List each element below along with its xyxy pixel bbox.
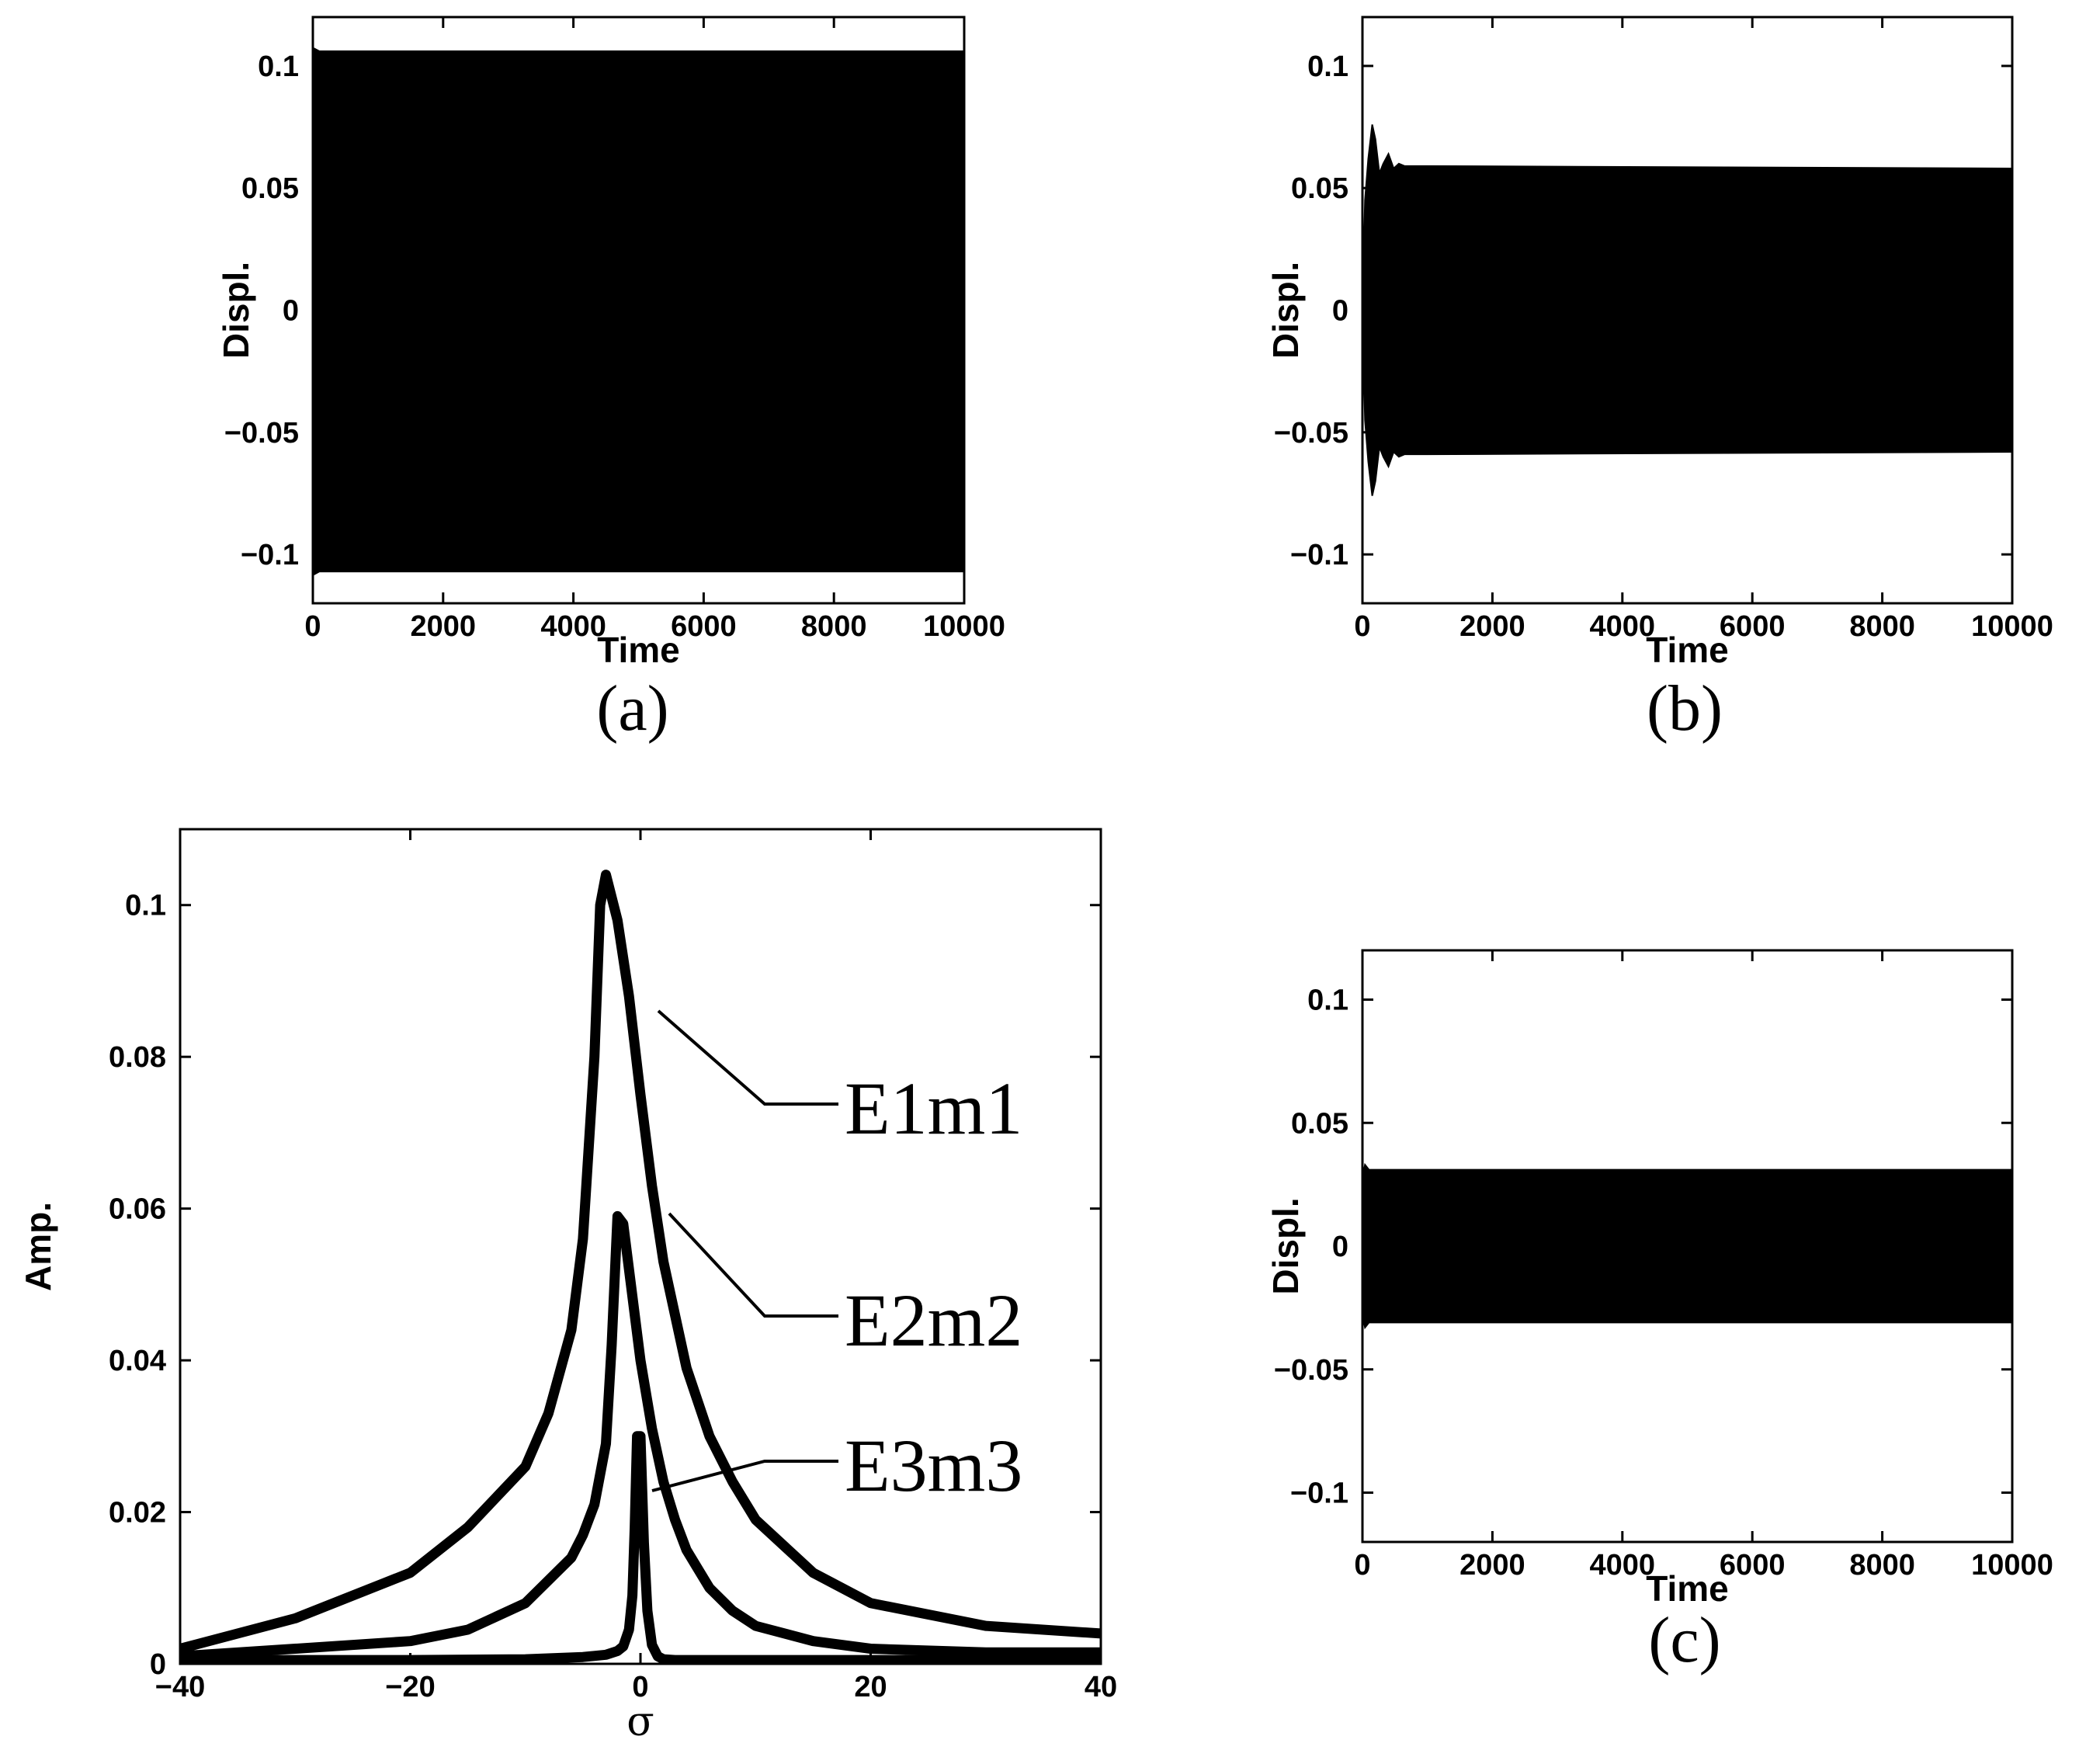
chart-panel-2: 0 2000 4000 6000 8000 10000 0.1 0.05 0 −0.05 −0.1 T… xyxy=(1265,16,2053,745)
annotation-leader-line xyxy=(668,1212,838,1318)
y-tick-label: 0.1 xyxy=(258,50,299,83)
y-axis-label: Displ. xyxy=(216,262,256,359)
displacement-band xyxy=(1362,124,2012,496)
y-tick-label: 0.1 xyxy=(1307,50,1348,83)
x-tick-label: 0 xyxy=(1354,610,1370,643)
y-tick-label: 0.05 xyxy=(241,172,299,205)
x-tick-label: 2000 xyxy=(411,610,477,643)
chart-panel-4: 0 2000 4000 6000 8000 10000 0.1 0.05 0 −0.05 −0.1 T… xyxy=(1265,949,2053,1676)
y-tick-label: 0.1 xyxy=(1307,984,1348,1017)
chart-panel-1: 0 2000 4000 6000 8000 10000 0.1 0.05 0 −0.05 −0.1 T… xyxy=(216,16,1005,745)
y-tick-label: 0 xyxy=(283,295,299,328)
y-tick-label: 0.1 xyxy=(125,890,166,922)
plot-data xyxy=(1362,124,2012,496)
y-tick-label: −0.05 xyxy=(1274,417,1348,450)
series-line-e3m3 xyxy=(180,1431,1101,1664)
x-tick-label: 40 xyxy=(1085,1671,1117,1703)
y-tick-label: 0.05 xyxy=(1291,172,1348,205)
series-label: E1m1 xyxy=(845,1067,1022,1150)
plot-data xyxy=(1362,1162,2012,1330)
y-tick-label: 0 xyxy=(150,1648,166,1681)
chart-panel-3: −40 −20 0 20 40 0 0.02 0.04 0.06 0.08 0.1 σ Amp. xyxy=(18,828,1117,1745)
x-axis-label: Time xyxy=(597,630,680,670)
x-axis-label: Time xyxy=(1646,1568,1729,1609)
x-tick-label: 6000 xyxy=(1720,1549,1786,1582)
x-tick-label: 2000 xyxy=(1459,610,1525,643)
x-tick-label: 10000 xyxy=(923,610,1005,643)
y-axis-label: Displ. xyxy=(1265,262,1306,359)
x-tick-label: 8000 xyxy=(1849,610,1915,643)
x-tick-label: 6000 xyxy=(1720,610,1786,643)
x-tick-label: 0 xyxy=(1354,1549,1370,1582)
y-tick-label: 0.04 xyxy=(109,1345,166,1377)
y-tick-label: −0.1 xyxy=(1290,1478,1348,1510)
series-annotations: E1m1 E2m2 E3m3 xyxy=(651,1009,1022,1507)
y-tick-label: 0 xyxy=(1332,295,1348,328)
y-tick-label: 0 xyxy=(1332,1231,1348,1263)
y-tick-label: −0.1 xyxy=(241,539,299,571)
panel-caption: (c) xyxy=(1648,1604,1720,1676)
panel-caption: (b) xyxy=(1647,672,1723,745)
x-tick-label: 2000 xyxy=(1459,1549,1525,1582)
x-tick-label: 10000 xyxy=(1971,1549,2053,1582)
series-label: E2m2 xyxy=(845,1279,1022,1362)
x-tick-label: 4000 xyxy=(540,610,606,643)
annotation-leader-line xyxy=(657,1009,838,1106)
displacement-band xyxy=(1362,1162,2012,1330)
x-tick-label: 8000 xyxy=(801,610,867,643)
y-tick-label: 0.02 xyxy=(109,1497,166,1530)
y-tick-label: −0.05 xyxy=(1274,1354,1348,1387)
x-tick-label: 4000 xyxy=(1590,610,1656,643)
series-label: E3m3 xyxy=(845,1424,1022,1507)
x-tick-label: 4000 xyxy=(1590,1549,1656,1582)
x-axis-label: σ xyxy=(626,1699,654,1745)
plot-data xyxy=(313,47,964,575)
x-tick-label: 0 xyxy=(304,610,321,643)
annotation-leader-line xyxy=(651,1460,838,1492)
x-tick-label: 10000 xyxy=(1971,610,2053,643)
x-tick-label: −40 xyxy=(155,1671,205,1703)
x-tick-label: 0 xyxy=(632,1671,648,1703)
panel-caption: (a) xyxy=(596,672,668,745)
y-tick-label: 0.08 xyxy=(109,1041,166,1074)
x-tick-label: 6000 xyxy=(671,610,737,643)
displacement-band xyxy=(313,47,964,575)
y-tick-label: 0.05 xyxy=(1291,1107,1348,1140)
x-tick-label: 8000 xyxy=(1849,1549,1915,1582)
y-tick-label: 0.06 xyxy=(109,1193,166,1226)
x-tick-label: 20 xyxy=(854,1671,887,1703)
y-tick-label: −0.05 xyxy=(224,417,299,450)
x-tick-label: −20 xyxy=(385,1671,435,1703)
series-line-e2m2 xyxy=(180,1210,1101,1662)
y-tick-label: −0.1 xyxy=(1290,539,1348,571)
x-axis-label: Time xyxy=(1646,630,1729,670)
plot-data xyxy=(180,870,1101,1664)
series-line-e1m1 xyxy=(180,870,1101,1654)
y-axis-label: Amp. xyxy=(18,1202,58,1291)
y-axis-label: Displ. xyxy=(1265,1197,1306,1294)
